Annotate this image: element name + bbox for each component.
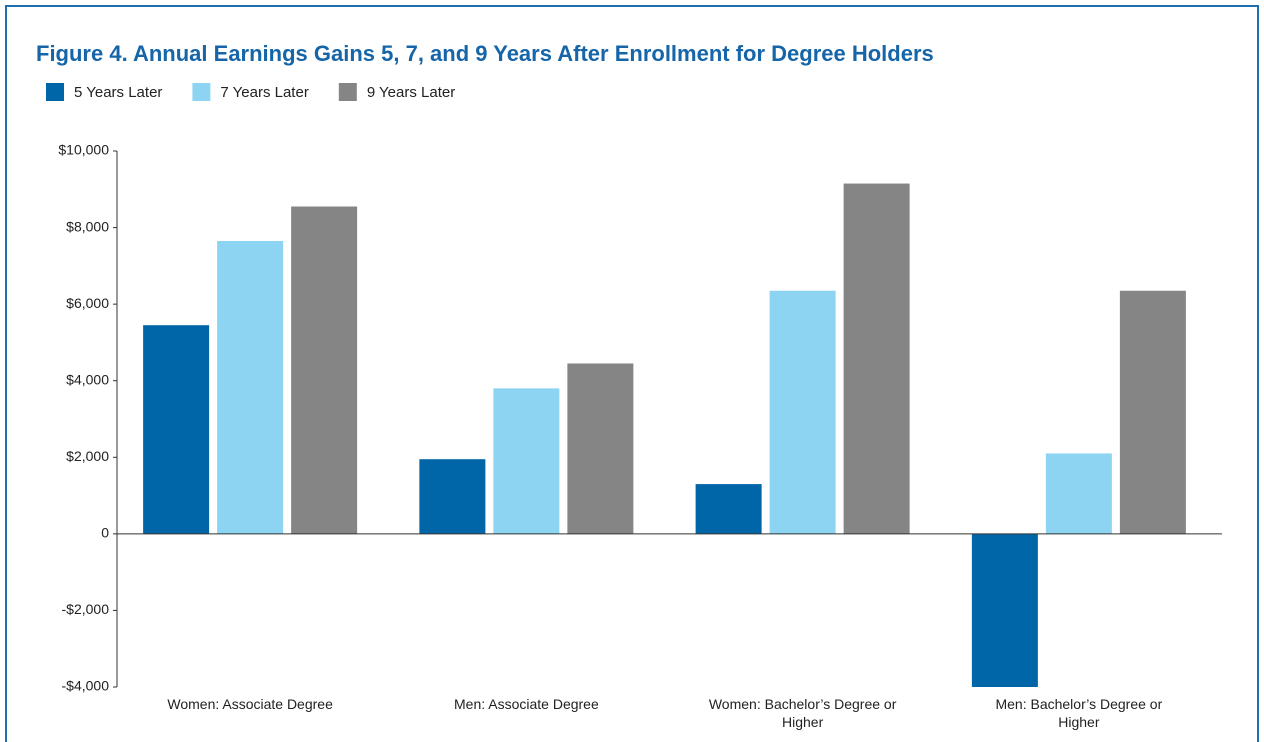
- legend-label: 9 Years Later: [367, 84, 455, 101]
- legend-label: 5 Years Later: [74, 84, 162, 101]
- legend-swatch: [46, 83, 64, 101]
- bar: [971, 533, 1038, 687]
- y-tick-label: $10,000: [58, 142, 109, 158]
- bar: [567, 363, 634, 534]
- x-tick-label: Men: Associate Degree: [454, 696, 599, 712]
- bar: [843, 183, 910, 534]
- y-tick-label: $4,000: [66, 371, 109, 387]
- y-tick-label: -$2,000: [62, 601, 110, 617]
- bar: [1045, 453, 1112, 534]
- y-tick-label: $6,000: [66, 295, 109, 311]
- bar: [217, 240, 284, 534]
- x-tick-label: Men: Bachelor’s Degree or Higher: [995, 696, 1163, 730]
- x-tick-label: Women: Bachelor’s Degree or Higher: [708, 696, 897, 730]
- legend-label: 7 Years Later: [220, 84, 308, 101]
- bar: [291, 206, 358, 534]
- bar: [419, 459, 486, 534]
- legend-swatch: [192, 83, 211, 101]
- bar: [493, 388, 560, 534]
- bar: [695, 484, 762, 534]
- y-tick-label: $8,000: [66, 218, 109, 234]
- x-tick-label: Women: Associate Degree: [167, 696, 333, 712]
- chart-title: Figure 4. Annual Earnings Gains 5, 7, an…: [36, 41, 934, 66]
- bar: [143, 325, 210, 534]
- legend-swatch: [338, 83, 357, 101]
- y-tick-label: $2,000: [66, 448, 109, 464]
- bar: [1119, 290, 1186, 534]
- frame: [5, 5, 1259, 742]
- y-tick-label: -$4,000: [62, 678, 110, 694]
- bar: [769, 290, 836, 534]
- y-tick-label: 0: [101, 525, 109, 541]
